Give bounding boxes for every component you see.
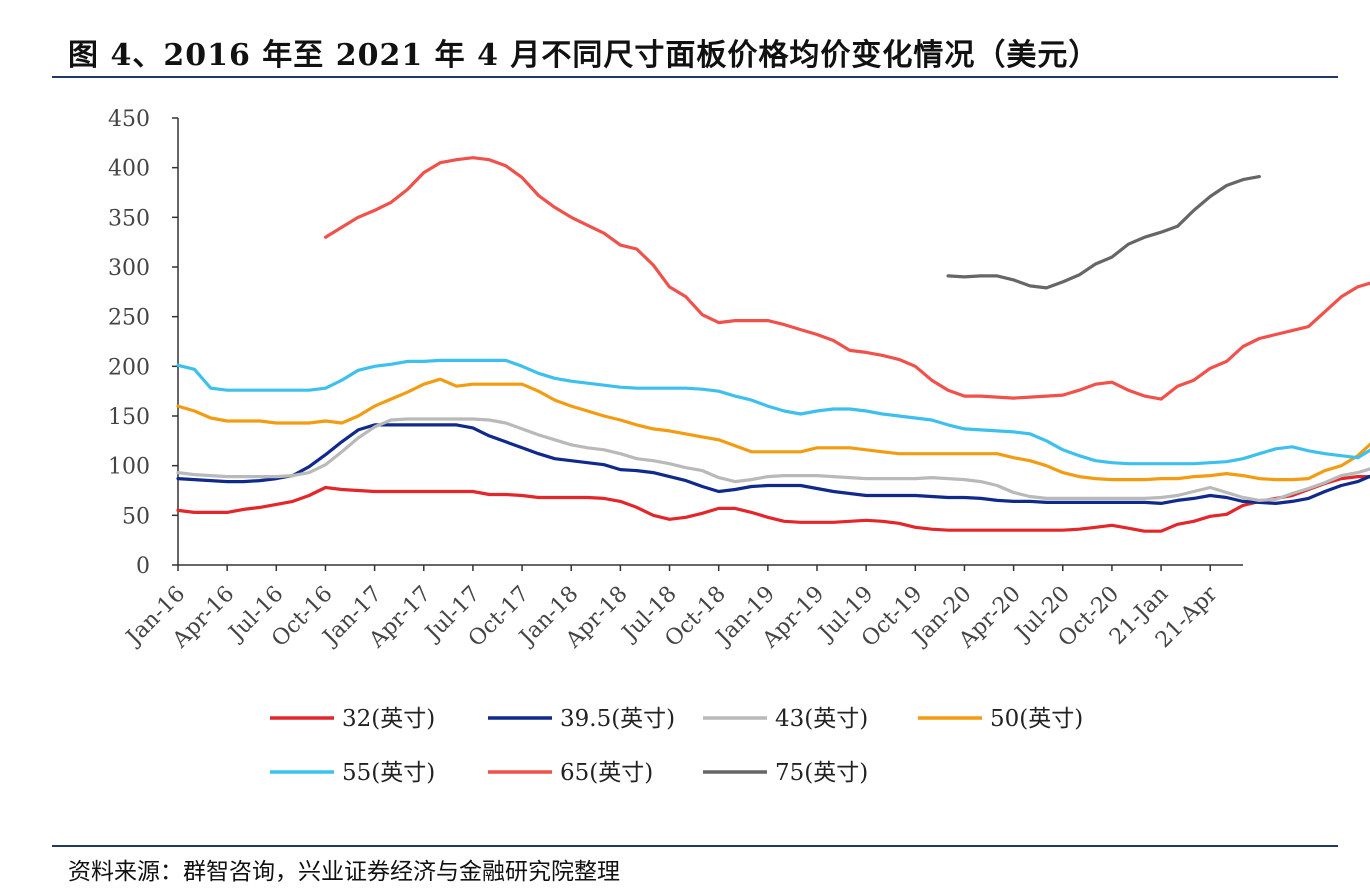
series-line-55 — [176, 358, 1370, 466]
x-axis-ticks: Jan-16Apr-16Jul-16Oct-16Jan-17Apr-17Jul-… — [121, 565, 1223, 654]
y-tick-label: 0 — [136, 554, 150, 579]
legend-label: 55(英寸) — [342, 760, 435, 786]
series-line-50 — [176, 377, 1370, 482]
y-tick-label: 100 — [108, 455, 150, 480]
legend-label: 65(英寸) — [560, 760, 653, 786]
y-tick-label: 250 — [108, 306, 150, 331]
bottom-divider — [52, 845, 1338, 847]
y-tick-label: 400 — [108, 157, 150, 182]
series-line-65 — [323, 156, 1370, 401]
source-note: 资料来源：群智咨询，兴业证券经济与金融研究院整理 — [68, 859, 620, 885]
y-tick-label: 450 — [108, 107, 150, 132]
top-divider — [52, 76, 1338, 78]
legend-label: 75(英寸) — [775, 760, 868, 786]
y-tick-label: 50 — [122, 504, 150, 529]
chart-axes — [177, 118, 1243, 566]
legend-label: 39.5(英寸) — [560, 706, 675, 732]
y-tick-label: 150 — [108, 405, 150, 430]
series-line-75 — [946, 175, 1261, 290]
legend-label: 43(英寸) — [775, 706, 868, 732]
series-line-43 — [176, 417, 1370, 502]
y-tick-label: 200 — [108, 355, 150, 380]
chart-legend: 32(英寸) 39.5(英寸) 43(英寸) 50(英寸) 55(英寸) 65(英寸) 75… — [270, 706, 1083, 786]
legend-label: 32(英寸) — [342, 706, 435, 732]
legend-label: 50(英寸) — [990, 706, 1083, 732]
y-tick-label: 350 — [108, 206, 150, 231]
y-axis-ticks: 0 50 100 150 200 250 300 350 400 450 — [108, 107, 178, 579]
series-lines — [176, 156, 1370, 533]
y-tick-label: 300 — [108, 256, 150, 281]
page-title: 图 4、2016 年至 2021 年 4 月不同尺寸面板价格均价变化情况（美元） — [68, 38, 1100, 73]
series-line-32 — [176, 475, 1370, 533]
